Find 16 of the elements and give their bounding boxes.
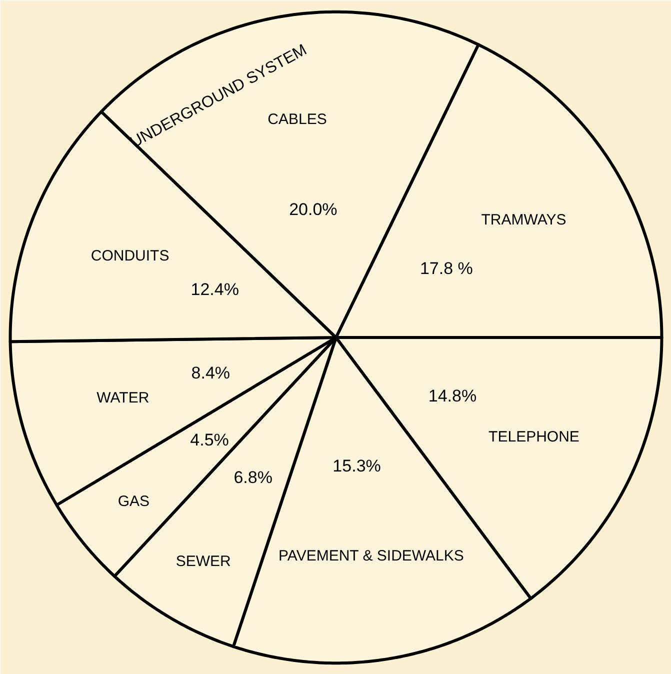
slice-label: TRAMWAYS (481, 212, 566, 229)
data-label: 6.8% (234, 468, 272, 488)
data-label: 8.4% (191, 364, 230, 383)
slice-label: SEWER (176, 553, 232, 570)
data-label: 20.0% (289, 200, 338, 219)
slice-label: TELEPHONE (488, 428, 580, 446)
slice-label: PAVEMENT & SIDEWALKS (278, 548, 464, 565)
slice-label: WATER (96, 389, 150, 406)
data-label: 14.8% (428, 386, 477, 406)
data-label: 17.8 % (420, 258, 473, 278)
data-label: 15.3% (332, 456, 381, 476)
data-label: 12.4% (190, 280, 239, 300)
slice-label: CABLES (268, 111, 327, 128)
slice-label: CONDUITS (90, 247, 170, 264)
data-label: 4.5% (190, 430, 229, 450)
slice-label: GAS (118, 493, 150, 510)
